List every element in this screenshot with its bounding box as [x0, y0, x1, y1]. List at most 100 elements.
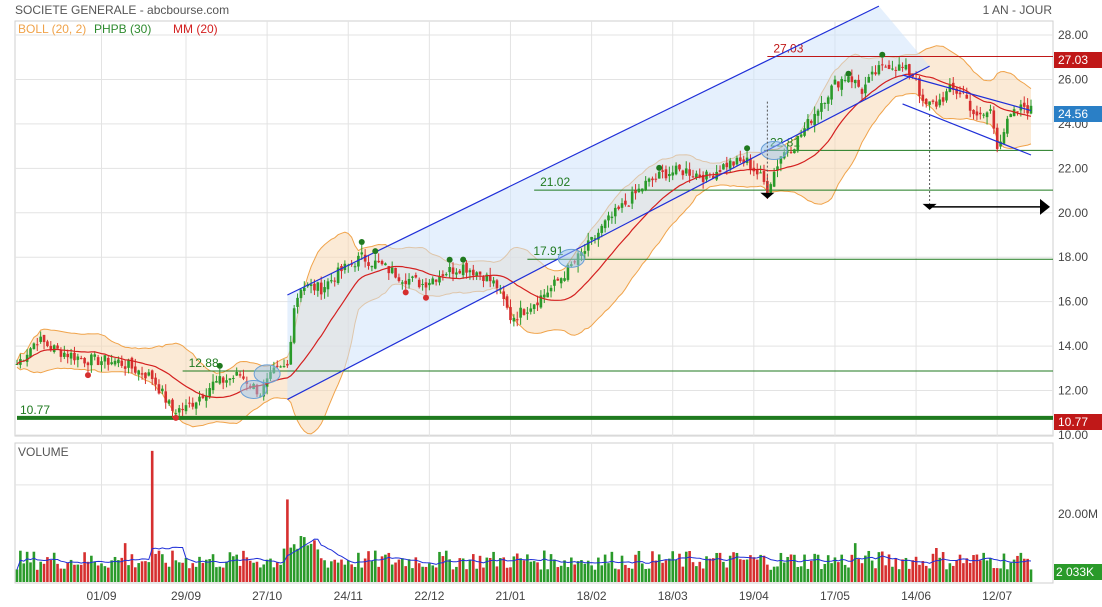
volume-bar: [340, 560, 343, 582]
volume-bar: [969, 563, 972, 582]
candle-body: [502, 291, 505, 299]
volume-bar: [698, 562, 701, 582]
volume-bar: [908, 569, 911, 582]
candle-body: [732, 161, 735, 165]
candle-body: [421, 284, 424, 285]
volume-bar: [864, 556, 867, 582]
volume-bar: [773, 567, 776, 582]
candle-body: [327, 281, 330, 289]
volume-bar: [614, 569, 617, 582]
candle-body: [374, 261, 377, 269]
candle-body: [462, 265, 465, 276]
volume-bar: [986, 560, 989, 582]
volume-bar: [36, 570, 39, 582]
candle-body: [323, 287, 326, 292]
volume-bar: [168, 567, 171, 582]
candle-body: [506, 296, 509, 307]
volume-bar: [63, 569, 66, 582]
candle-body: [377, 261, 380, 262]
volume-bar: [1003, 554, 1006, 582]
volume-bar: [90, 556, 93, 582]
candle-body: [827, 97, 830, 103]
volume-bar: [742, 560, 745, 582]
candle-body: [134, 366, 137, 372]
date-tick-label: 12/07: [982, 589, 1012, 603]
volume-bar: [46, 557, 49, 582]
volume-bar: [1006, 569, 1009, 582]
volume-bar: [262, 564, 265, 582]
volume-bar: [526, 554, 529, 582]
volume-bar: [475, 569, 478, 582]
volume-bar: [202, 563, 205, 582]
volume-bar: [235, 555, 238, 582]
candle-body: [445, 274, 448, 275]
volume-bar: [482, 568, 485, 582]
date-tick-label: 21/01: [495, 589, 525, 603]
volume-bar: [293, 544, 296, 582]
candle-body: [830, 86, 833, 100]
volume-bar: [506, 568, 509, 582]
volume-bar: [191, 563, 194, 582]
volume-bar: [763, 556, 766, 582]
volume-bar: [104, 566, 107, 582]
candle-body: [458, 271, 461, 274]
price-tick-label: 12.00: [1058, 384, 1088, 398]
volume-bar: [1013, 560, 1016, 582]
candle-body: [824, 103, 827, 104]
candle-body: [834, 80, 837, 85]
volume-bar: [516, 554, 519, 582]
volume-bar: [607, 563, 610, 582]
candle-body: [286, 364, 289, 366]
candle-body: [813, 114, 816, 125]
phpb-low-dot: [423, 295, 429, 301]
candle-body: [364, 255, 367, 262]
candle-body: [763, 171, 766, 182]
candle-body: [195, 403, 198, 409]
chart-title: SOCIETE GENERALE - abcbourse.com: [15, 3, 229, 17]
candle-body: [739, 157, 742, 161]
candle-body: [492, 280, 495, 283]
date-tick-label: 22/12: [414, 589, 444, 603]
volume-bar: [43, 564, 46, 582]
candle-body: [651, 179, 654, 181]
volume-bar: [100, 563, 103, 582]
candle-body: [867, 77, 870, 83]
candle-body: [394, 268, 397, 278]
candle-body: [398, 277, 401, 281]
legend-boll: BOLL (20, 2): [18, 22, 86, 36]
candle-body: [563, 278, 566, 281]
volume-bar: [219, 567, 222, 582]
candle-body: [807, 119, 810, 130]
breakout-ellipse: [761, 142, 787, 160]
volume-bar: [171, 551, 174, 582]
volume-bar: [824, 564, 827, 582]
volume-bar: [462, 558, 465, 582]
candle-body: [73, 353, 76, 361]
volume-bar: [854, 543, 857, 582]
candle-body: [39, 337, 42, 342]
volume-bar: [469, 560, 472, 582]
volume-bar: [837, 562, 840, 582]
phpb-low-dot: [85, 372, 91, 378]
candle-body: [587, 240, 590, 250]
level-label: 10.77: [20, 403, 50, 417]
volume-bar: [641, 563, 644, 582]
candle-body: [418, 280, 421, 287]
volume-bar: [296, 549, 299, 582]
volume-bar: [222, 568, 225, 582]
candle-body: [668, 174, 671, 176]
candle-body: [557, 279, 560, 281]
volume-bar: [124, 543, 127, 582]
volume-bar: [658, 554, 661, 582]
candle-body: [482, 277, 485, 281]
volume-bar: [39, 562, 42, 582]
candle-body: [928, 101, 931, 104]
candle-body: [120, 361, 123, 366]
candle-body: [425, 282, 428, 287]
volume-bar: [553, 559, 556, 582]
date-tick-label: 19/04: [739, 589, 769, 603]
date-tick-label: 14/06: [901, 589, 931, 603]
candle-body: [533, 304, 536, 309]
candle-body: [296, 298, 299, 307]
candle-body: [861, 89, 864, 94]
